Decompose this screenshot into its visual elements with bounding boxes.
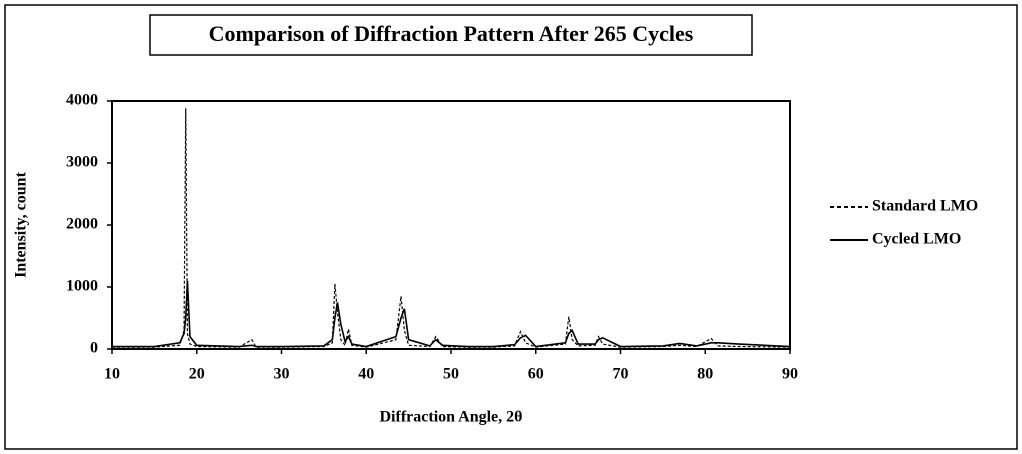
legend-label: Cycled LMO — [872, 231, 961, 248]
x-tick-label: 60 — [528, 366, 544, 383]
x-tick-label: 90 — [782, 366, 798, 383]
series-line — [112, 108, 791, 348]
chart-title: Comparison of Diffraction Pattern After … — [209, 21, 694, 46]
y-tick-label: 2000 — [66, 216, 98, 233]
x-tick-label: 50 — [443, 366, 459, 383]
y-tick-label: 0 — [90, 340, 98, 357]
chart-frame — [4, 4, 1018, 450]
series-line — [112, 280, 791, 348]
x-tick-label: 40 — [358, 366, 374, 383]
x-tick-label: 20 — [189, 366, 205, 383]
y-axis-label: Intensity, count — [13, 171, 30, 277]
plot-frame — [111, 100, 791, 350]
title-box — [149, 14, 753, 56]
y-tick-label: 1000 — [66, 278, 98, 295]
legend-label: Standard LMO — [872, 198, 978, 215]
x-tick-label: 70 — [613, 366, 629, 383]
x-axis-label: Diffraction Angle, 2θ — [380, 409, 523, 426]
x-tick-label: 10 — [104, 366, 120, 383]
y-tick-label: 4000 — [66, 92, 98, 109]
y-tick-label: 3000 — [66, 154, 98, 171]
x-tick-label: 80 — [697, 366, 713, 383]
x-tick-label: 30 — [274, 366, 290, 383]
